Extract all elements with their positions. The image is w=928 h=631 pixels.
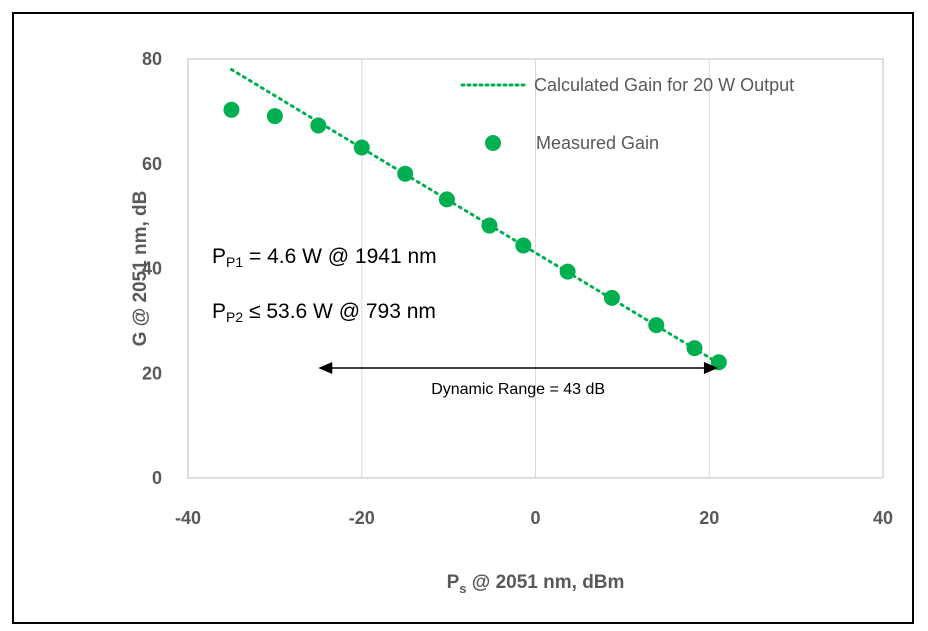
measured-gain-point xyxy=(353,139,370,156)
x-tick-label: -40 xyxy=(175,508,201,528)
measured-gain-point xyxy=(648,317,665,334)
x-axis-title-subscript: s xyxy=(459,581,466,596)
measured-gain-point xyxy=(223,101,240,118)
measured-gain-point xyxy=(397,165,414,182)
annotation-pump-1-subscript: P1 xyxy=(226,254,243,270)
y-tick-label: 0 xyxy=(152,468,162,488)
annotation-pump-1-main: P xyxy=(212,245,226,268)
measured-gain-point xyxy=(559,263,576,280)
plot-area xyxy=(187,58,884,479)
x-tick-label: 40 xyxy=(873,508,893,528)
x-tick-label: 20 xyxy=(699,508,719,528)
x-tick-labels: -40 -20 0 20 40 xyxy=(175,508,893,528)
x-axis-title: Ps @ 2051 nm, dBm xyxy=(447,572,625,596)
y-tick-label: 80 xyxy=(142,49,162,69)
y-axis-title: G @ 2051 nm, dB xyxy=(130,191,151,347)
measured-gain-point xyxy=(481,217,498,234)
measured-gain-point xyxy=(438,191,455,208)
dynamic-range-label: Dynamic Range = 43 dB xyxy=(431,381,605,398)
series xyxy=(223,67,727,371)
y-tick-label: 60 xyxy=(142,154,162,174)
chart-frame xyxy=(12,12,914,624)
legend: Calculated Gain for 20 W Output Measured… xyxy=(460,75,794,153)
legend-label-calculated: Calculated Gain for 20 W Output xyxy=(534,75,794,95)
measured-gain-point xyxy=(515,237,532,254)
annotation-pump-2-subscript: P2 xyxy=(226,309,243,325)
x-axis-title-rest: @ 2051 nm, dBm xyxy=(467,572,625,593)
measured-gain-point xyxy=(603,289,620,306)
y-tick-label: 40 xyxy=(142,259,162,279)
grid-lines xyxy=(361,59,710,478)
annotation-pump-1: PP1 = 4.6 W @ 1941 nm xyxy=(212,245,437,270)
annotation-pump-2: PP2 ≤ 53.6 W @ 793 nm xyxy=(212,300,436,325)
measured-gain-point xyxy=(710,354,727,371)
arrow-head-left xyxy=(318,362,333,375)
x-tick-label: 0 xyxy=(530,508,540,528)
x-axis-title-main: P xyxy=(447,572,460,593)
legend-label-measured: Measured Gain xyxy=(536,133,659,153)
arrow-head-right xyxy=(703,362,718,375)
y-tick-labels: 0 20 40 60 80 xyxy=(142,49,162,488)
legend-dot-marker xyxy=(485,135,501,151)
measured-gain-point xyxy=(686,340,703,357)
measured-gain-point xyxy=(310,117,327,134)
annotation-pump-2-rest: ≤ 53.6 W @ 793 nm xyxy=(243,300,436,323)
y-tick-label: 20 xyxy=(142,363,162,383)
x-tick-label: -20 xyxy=(349,508,375,528)
annotation-pump-2-main: P xyxy=(212,300,226,323)
annotation-pump-1-rest: = 4.6 W @ 1941 nm xyxy=(243,245,437,268)
dynamic-range-arrow: Dynamic Range = 43 dB xyxy=(318,362,718,398)
measured-gain-point xyxy=(266,108,283,125)
